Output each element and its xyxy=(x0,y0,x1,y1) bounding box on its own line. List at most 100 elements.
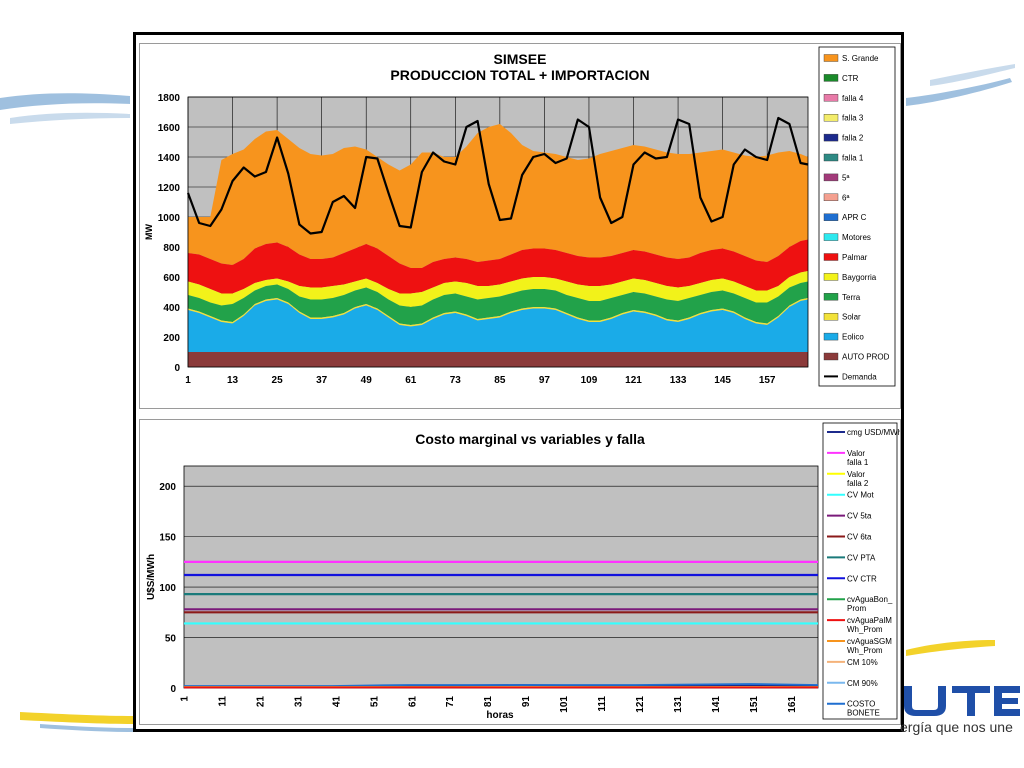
legend-label: AUTO PROD xyxy=(842,353,890,362)
legend-swatch xyxy=(823,233,839,241)
eolico-area xyxy=(188,299,808,352)
legend-swatch xyxy=(823,54,839,62)
legend-label: cvAguaSGM Wh_Prom xyxy=(847,637,892,655)
legend-swatch xyxy=(823,94,839,102)
legend-swatch xyxy=(823,133,839,142)
s-grande-area xyxy=(188,124,808,268)
legend-label: 5ª xyxy=(842,173,849,182)
legend-label: CV CTR xyxy=(847,574,877,583)
y-tick-label: 50 xyxy=(165,634,177,645)
legend-box xyxy=(822,422,898,720)
y-tick-label: 100 xyxy=(159,583,176,594)
legend-label: CM 90% xyxy=(847,679,878,688)
legend-label-line: cvAguaSGM xyxy=(847,637,892,646)
legend-label-line: cvAguaBon_ xyxy=(847,595,893,604)
legend-swatch xyxy=(823,313,839,321)
x-tick-label: 157 xyxy=(759,375,776,386)
legend-label: COSTO BONETE xyxy=(847,700,880,718)
y-tick-label: 1000 xyxy=(158,213,181,224)
legend-swatch xyxy=(823,113,839,122)
y-tick-label: 800 xyxy=(163,243,180,254)
x-tick-label: 145 xyxy=(714,375,731,386)
legend-label: cvAguaPalM Wh_Prom xyxy=(847,616,892,634)
ute-logo-icon xyxy=(904,686,1020,716)
x-tick-label: 41 xyxy=(331,696,342,708)
legend-label: falla 3 xyxy=(842,114,864,123)
legend-label: 6ª xyxy=(842,193,849,202)
legend-swatch xyxy=(823,193,839,202)
x-tick-label: 73 xyxy=(450,375,462,386)
bottom-chart-panel: 0 50 100 150 200 1 11 21 31 41 51 61 71 81 91 101 111 121… xyxy=(139,419,902,725)
y-tick-label: 600 xyxy=(163,273,180,284)
x-tick-label: 21 xyxy=(255,696,266,708)
legend-label-line: falla 2 xyxy=(847,479,869,488)
legend-label-line: Wh_Prom xyxy=(847,625,883,634)
legend-swatch xyxy=(823,293,839,301)
x-tick-label: 31 xyxy=(293,696,304,708)
legend-label-line: Wh_Prom xyxy=(847,646,883,655)
auto-prod-area xyxy=(188,352,808,367)
legend-swatch xyxy=(823,213,839,221)
legend-label: Palmar xyxy=(842,253,868,262)
legend-swatch xyxy=(823,352,839,361)
x-tick-label: 101 xyxy=(559,696,570,713)
chart-subtitle: PRODUCCION TOTAL + IMPORTACION xyxy=(390,67,649,83)
legend: S. Grande CTR falla 4 falla 3 falla 2 falla 1… xyxy=(818,46,896,387)
y-tick-label: 1200 xyxy=(158,183,181,194)
legend-label: Terra xyxy=(842,293,861,302)
legend-label: Solar xyxy=(842,313,861,322)
legend-label: Valor falla 2 xyxy=(847,470,869,488)
y-tick-label: 1400 xyxy=(158,153,181,164)
y-axis-label: MW xyxy=(144,224,154,240)
x-tick-label: 85 xyxy=(494,375,506,386)
y-tick-label: 200 xyxy=(163,333,180,344)
palmar-area xyxy=(188,239,808,294)
legend-label: falla 4 xyxy=(842,94,864,103)
demanda-line xyxy=(186,116,809,235)
y-axis-label: U$S/MWh xyxy=(146,554,157,600)
legend-label: APR C xyxy=(842,213,867,222)
y-tick-label: 0 xyxy=(170,684,176,695)
legend-label: CM 10% xyxy=(847,658,878,667)
series-line xyxy=(184,683,819,687)
x-tick-label: 141 xyxy=(711,696,722,713)
legend-label: Motores xyxy=(842,233,871,242)
chart-title: Costo marginal vs variables y falla xyxy=(415,431,645,447)
x-tick-label: 51 xyxy=(369,696,380,708)
slide-frame: 0 200 400 600 800 1000 1200 1400 1600 1800 1 13 25 37… xyxy=(133,32,904,732)
x-axis-label: horas xyxy=(486,710,514,721)
legend-label-line: Prom xyxy=(847,604,866,613)
legend-label-line: Valor xyxy=(847,449,865,458)
y-tick-label: 150 xyxy=(159,533,176,544)
y-tick-label: 1600 xyxy=(158,123,181,134)
x-tick-label: 61 xyxy=(407,696,418,708)
legend-swatch xyxy=(823,273,839,281)
legend-label: S. Grande xyxy=(842,54,879,63)
x-tick-label: 131 xyxy=(673,696,684,713)
legend-swatch xyxy=(823,332,839,341)
y-tick-label: 200 xyxy=(159,482,176,493)
legend-label: Valor falla 1 xyxy=(847,449,869,467)
x-tick-label: 121 xyxy=(625,375,642,386)
top-chart-panel: 0 200 400 600 800 1000 1200 1400 1600 1800 1 13 25 37… xyxy=(139,43,901,409)
legend-label: CTR xyxy=(842,74,859,83)
baygorria-area xyxy=(188,271,808,307)
x-tick-label: 11 xyxy=(217,696,228,707)
legend-label: cmg USD/MWh xyxy=(847,428,900,437)
legend-label-line: Valor xyxy=(847,470,865,479)
x-tick-label: 37 xyxy=(316,375,328,386)
legend-label: falla 1 xyxy=(842,154,864,163)
legend-swatch xyxy=(823,253,839,261)
legend-label: Baygorria xyxy=(842,273,877,282)
x-tick-label: 25 xyxy=(272,375,284,386)
x-tick-label: 81 xyxy=(483,696,494,708)
legend-label: Demanda xyxy=(842,372,877,381)
x-tick-label: 49 xyxy=(361,375,373,386)
brand-tagline: ergía que nos une xyxy=(900,719,1013,735)
x-tick-label: 91 xyxy=(521,696,532,708)
plot-area xyxy=(184,466,818,688)
x-tick-label: 1 xyxy=(180,696,191,702)
y-tick-label: 1800 xyxy=(158,93,181,104)
